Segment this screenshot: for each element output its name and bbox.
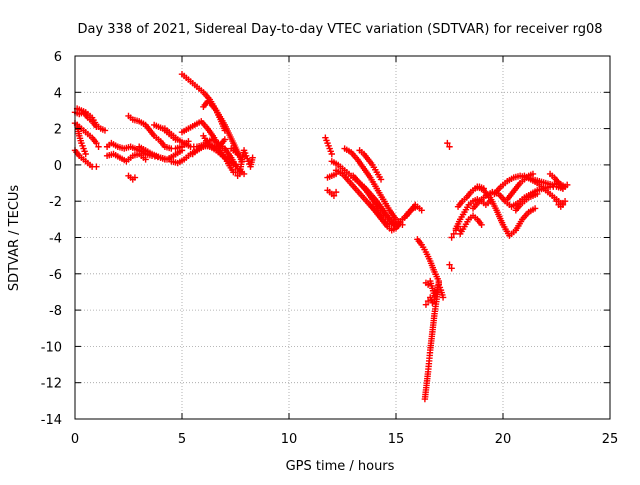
y-axis-label: SDTVAR / TECUs: [7, 185, 22, 292]
data-point: [478, 221, 485, 228]
data-point: [93, 163, 100, 170]
data-points: [71, 70, 571, 403]
x-tick-label: 5: [178, 432, 186, 447]
y-tick-label: -2: [49, 195, 62, 210]
series-arc-18: [200, 132, 228, 150]
data-point: [529, 170, 537, 178]
y-tick-label: -6: [49, 268, 62, 283]
series-arc-20: [228, 145, 241, 158]
series-arc-7: [103, 150, 149, 165]
y-tick-label: 0: [54, 159, 62, 174]
data-point: [564, 181, 571, 189]
series-arc-32: [414, 236, 442, 285]
series-arc-19: [232, 147, 256, 179]
series-arc-8: [125, 172, 139, 183]
data-point: [82, 150, 89, 158]
series-arc-28: [356, 147, 385, 183]
y-tick-label: -10: [41, 340, 62, 355]
y-tick-label: -12: [41, 377, 62, 392]
data-point: [450, 230, 457, 238]
x-tick-label: 20: [495, 432, 512, 447]
data-point: [439, 294, 447, 301]
data-point: [424, 281, 432, 288]
data-point: [377, 176, 385, 183]
data-point: [531, 205, 539, 212]
data-point: [557, 203, 564, 210]
series-arc-23: [324, 187, 340, 199]
data-point: [178, 147, 186, 154]
data-point: [249, 154, 256, 161]
y-tick-label: -4: [49, 232, 62, 247]
y-tick-label: 2: [54, 123, 62, 138]
data-point: [429, 299, 436, 307]
y-tick-label: 6: [54, 50, 62, 65]
x-tick-label: 0: [71, 432, 79, 447]
data-point: [328, 150, 335, 158]
series-arc-17: [200, 98, 228, 134]
chart-title: Day 338 of 2021, Sidereal Day-to-day VTE…: [77, 22, 602, 37]
axis-ticks: 0 5 10 15 20 25 -14 -12 -10 -8 -6 -4 -2 0 2 4 6: [41, 50, 619, 447]
data-point: [448, 234, 455, 241]
data-point: [424, 297, 432, 305]
data-point: [95, 143, 102, 150]
data-point: [221, 127, 228, 134]
data-point: [101, 127, 109, 134]
grid-lines: [75, 56, 610, 419]
data-point: [435, 279, 442, 287]
series-arc-21: [322, 134, 335, 158]
x-tick-label: 10: [281, 432, 298, 447]
data-point: [418, 207, 425, 214]
series-arc-4: [73, 105, 109, 134]
series-arc-41: [457, 212, 485, 238]
data-point: [553, 198, 560, 205]
data-point: [446, 261, 453, 268]
data-point: [534, 190, 541, 198]
series-arc-22: [324, 170, 340, 181]
data-point: [422, 301, 430, 308]
series-arc-5: [73, 121, 89, 158]
x-tick-label: 15: [388, 432, 405, 447]
data-point: [221, 136, 228, 143]
data-point: [446, 143, 453, 150]
data-point: [142, 156, 149, 163]
series-arc-10: [136, 143, 186, 163]
y-tick-label: -14: [41, 413, 62, 428]
series-arc-49: [553, 198, 569, 210]
data-point: [131, 174, 139, 181]
series-arc-43: [474, 183, 539, 239]
data-point: [234, 150, 241, 158]
series-arc-31: [399, 201, 419, 223]
y-tick-label: -8: [49, 304, 62, 319]
data-point: [332, 188, 340, 196]
data-point: [448, 265, 455, 272]
series-arc-36: [444, 139, 453, 150]
x-tick-label: 25: [602, 432, 619, 447]
series-arc-35: [421, 288, 441, 403]
y-tick-label: 4: [54, 86, 62, 101]
data-point: [412, 201, 419, 209]
series-arc-46: [512, 190, 541, 214]
data-point: [444, 139, 451, 147]
data-point: [561, 198, 569, 205]
series-arc-3: [71, 147, 100, 170]
series-arc-37: [446, 261, 455, 272]
data-point: [93, 139, 100, 147]
data-point: [434, 288, 441, 296]
series-arc-48: [546, 170, 571, 192]
series-arc-16: [189, 136, 248, 178]
x-axis-label: GPS time / hours: [286, 459, 395, 474]
data-point: [330, 192, 338, 199]
